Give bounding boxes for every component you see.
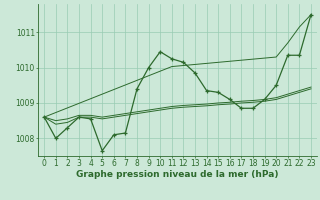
X-axis label: Graphe pression niveau de la mer (hPa): Graphe pression niveau de la mer (hPa) xyxy=(76,170,279,179)
